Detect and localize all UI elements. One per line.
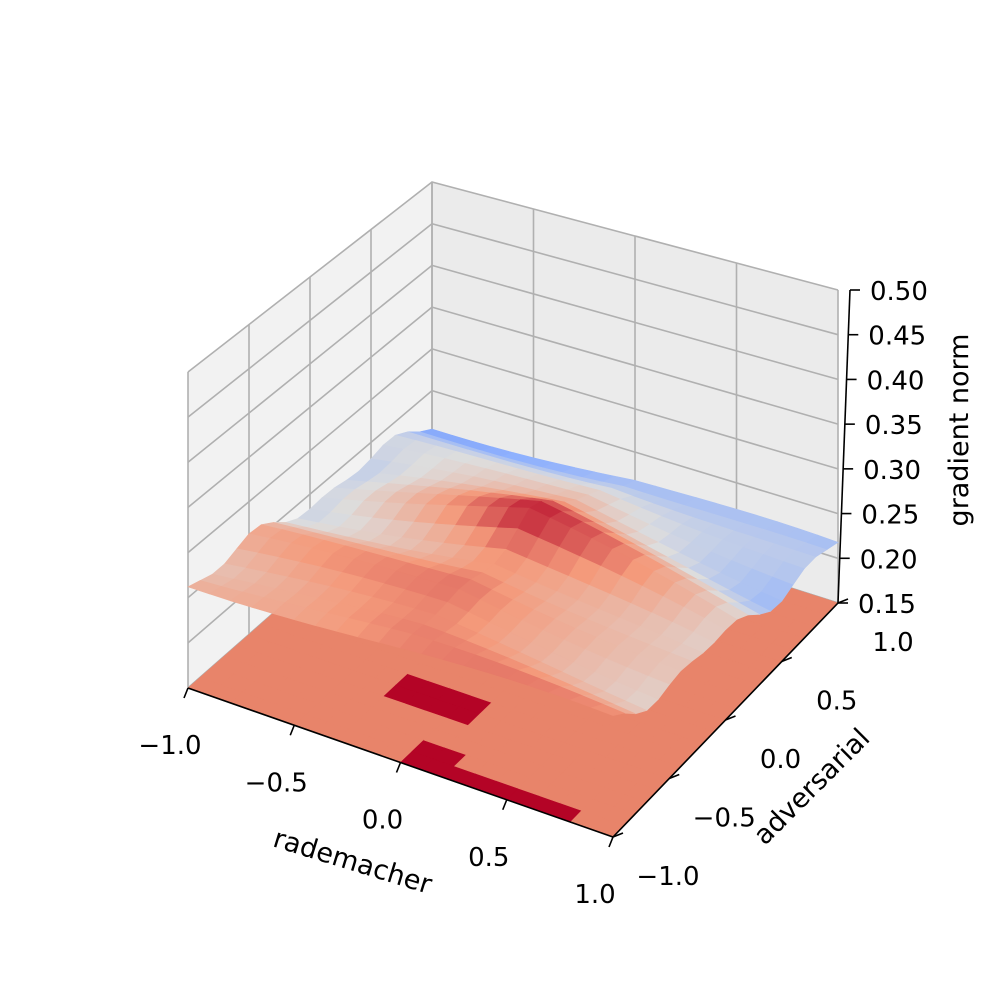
z-tick-label: 0.30	[863, 456, 921, 486]
x-tick-mark	[395, 762, 402, 773]
y-tick-mark	[612, 832, 624, 838]
z-tick-label: 0.50	[870, 277, 928, 307]
grid-line-z	[187, 264, 839, 463]
x-axis-label: rademacher	[270, 823, 437, 901]
grid-line-z	[187, 306, 839, 509]
y-tick-label: −0.5	[693, 804, 756, 834]
x-tick-label: −0.5	[245, 768, 308, 798]
z-tick-label: 0.15	[858, 590, 916, 620]
z-tick-label: 0.20	[860, 545, 918, 575]
x-tick-mark	[183, 687, 189, 699]
x-tick-mark	[502, 799, 508, 811]
y-tick-label: 1.0	[872, 628, 913, 658]
x-tick-label: 0.5	[468, 843, 509, 873]
x-tick-label: 1.0	[574, 880, 615, 910]
y-tick-label: 0.0	[760, 745, 801, 775]
y-tick-mark	[725, 715, 736, 721]
x-tick-mark	[289, 724, 295, 736]
z-axis-line	[837, 289, 851, 604]
y-axis-label: adversarial	[748, 723, 876, 851]
y-tick-mark	[668, 773, 680, 780]
grid-line-z	[187, 348, 839, 554]
tick-marks	[183, 289, 860, 848]
z-tick-label: 0.35	[865, 411, 923, 441]
grid-line-z	[187, 181, 839, 373]
z-tick-label: 0.40	[867, 366, 925, 396]
x-tick-label: −1.0	[138, 731, 201, 761]
tick-labels: −1.0−0.50.00.51.0−1.0−0.50.00.51.00.150.…	[138, 277, 927, 910]
y-tick-label: 0.5	[816, 687, 857, 717]
z-tick-label: 0.45	[868, 322, 926, 352]
z-axis-label: gradient norm	[944, 334, 975, 527]
y-tick-mark	[781, 656, 793, 663]
z-tick-label: 0.25	[861, 501, 919, 531]
surface-mesh	[187, 428, 839, 716]
grid-line-z	[187, 222, 839, 418]
y-tick-label: −1.0	[636, 862, 699, 892]
x-tick-mark	[608, 836, 614, 848]
surface-cell	[590, 703, 626, 716]
x-tick-label: 0.0	[362, 806, 403, 836]
